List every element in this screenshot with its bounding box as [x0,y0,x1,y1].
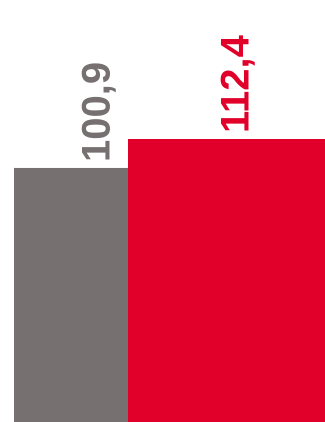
bar-2 [128,139,325,422]
data-label-2: 112,4 [214,34,258,133]
bar-1 [14,167,128,422]
data-label-1: 100,9 [75,62,119,162]
